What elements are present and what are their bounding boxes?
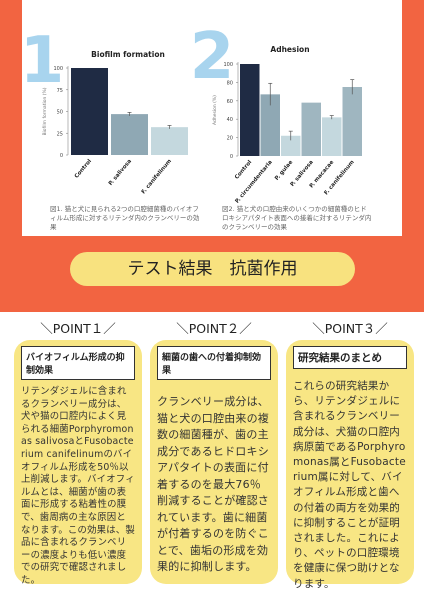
point-text: これらの研究結果から、リテンダジェルに含まれるクランベリー成分は、犬猫の口腔内病… xyxy=(293,380,406,590)
x-tick-label: F. canifelinum xyxy=(141,158,174,195)
x-tick-label: P. gulae xyxy=(274,159,294,182)
point-label: ＼POINT１／ xyxy=(40,321,116,336)
bar xyxy=(111,114,148,155)
bar xyxy=(301,102,321,156)
bar xyxy=(342,87,362,156)
y-tick-label: 100 xyxy=(223,62,233,68)
y-tick-label: 100 xyxy=(53,66,63,72)
y-tick-label: 0 xyxy=(60,153,63,159)
chart-title: Biofilm formation xyxy=(91,50,165,59)
bar xyxy=(322,117,342,156)
point: ＼POINT１／ バイオフィルム形成の抑制効果 リテンダジェルに含まれるクランベ… xyxy=(14,318,142,586)
point: ＼POINT３／ 研究結果のまとめ これらの研究結果から、リテンダジェルに含まれ… xyxy=(286,318,414,590)
figure-number: 2 xyxy=(190,20,235,94)
y-tick-label: 0 xyxy=(230,154,233,160)
point-label: ＼POINT３／ xyxy=(312,321,388,336)
bar xyxy=(260,94,280,156)
bar xyxy=(281,135,301,156)
y-tick-label: 20 xyxy=(227,136,233,142)
point-box: バイオフィルム形成の抑制効果 リテンダジェルに含まれるクランベリー成分は、犬や猫… xyxy=(14,340,142,586)
point: ＼POINT２／ 細菌の歯への付着抑制効果 クランベリー成分は、猫と犬の口腔由来… xyxy=(150,318,278,584)
bar xyxy=(240,64,260,156)
point-text: クランベリー成分は、猫と犬の口腔由来の複数の細菌種が、歯の主成分であるヒドロキシ… xyxy=(157,395,269,573)
x-tick-label: Control xyxy=(234,159,253,180)
chart-title: Adhesion xyxy=(270,45,309,54)
caption: 図1. 猫と犬に見られる2つの口腔細菌種のバイオフィルム形成に対するリテンダ内の… xyxy=(50,205,200,231)
point-heading: 研究結果のまとめ xyxy=(293,346,407,369)
point-box: 研究結果のまとめ これらの研究結果から、リテンダジェルに含まれるクランベリー成分… xyxy=(286,340,414,590)
y-tick-label: 25 xyxy=(57,131,63,137)
point-heading: 細菌の歯への付着抑制効果 xyxy=(157,346,271,380)
y-tick-label: 75 xyxy=(57,88,63,94)
y-tick-label: 80 xyxy=(227,80,233,86)
bar xyxy=(151,127,188,155)
y-axis-label: Biofilm formation (%) xyxy=(42,87,48,135)
y-tick-label: 40 xyxy=(227,117,233,123)
caption: 図2. 猫と犬の口腔由来のいくつかの細菌種のヒドロキシアパタイト表面への接着に対… xyxy=(222,205,372,231)
point-box: 細菌の歯への付着抑制効果 クランベリー成分は、猫と犬の口腔由来の複数の細菌種が、… xyxy=(150,340,278,584)
point-text: リテンダジェルに含まれるクランベリー成分は、犬や猫の口腔内によく見られる細菌Po… xyxy=(21,386,135,586)
banner: テスト結果 抗菌作用 xyxy=(70,252,355,286)
x-tick-label: P. circumdentaria xyxy=(234,159,274,204)
bar xyxy=(71,68,108,155)
y-tick-label: 60 xyxy=(227,99,233,105)
figure-number: 1 xyxy=(20,24,65,98)
figures: 1 Biofilm formation Biofilm formation (%) 0… xyxy=(20,20,362,205)
point-label: ＼POINT２／ xyxy=(176,321,252,336)
x-tick-label: P. salivosa xyxy=(108,158,133,187)
y-axis-label: Adhesion (%) xyxy=(212,95,218,125)
point-heading: バイオフィルム形成の抑制効果 xyxy=(21,346,135,380)
x-tick-label: Control xyxy=(74,158,93,179)
y-tick-label: 50 xyxy=(57,110,63,116)
